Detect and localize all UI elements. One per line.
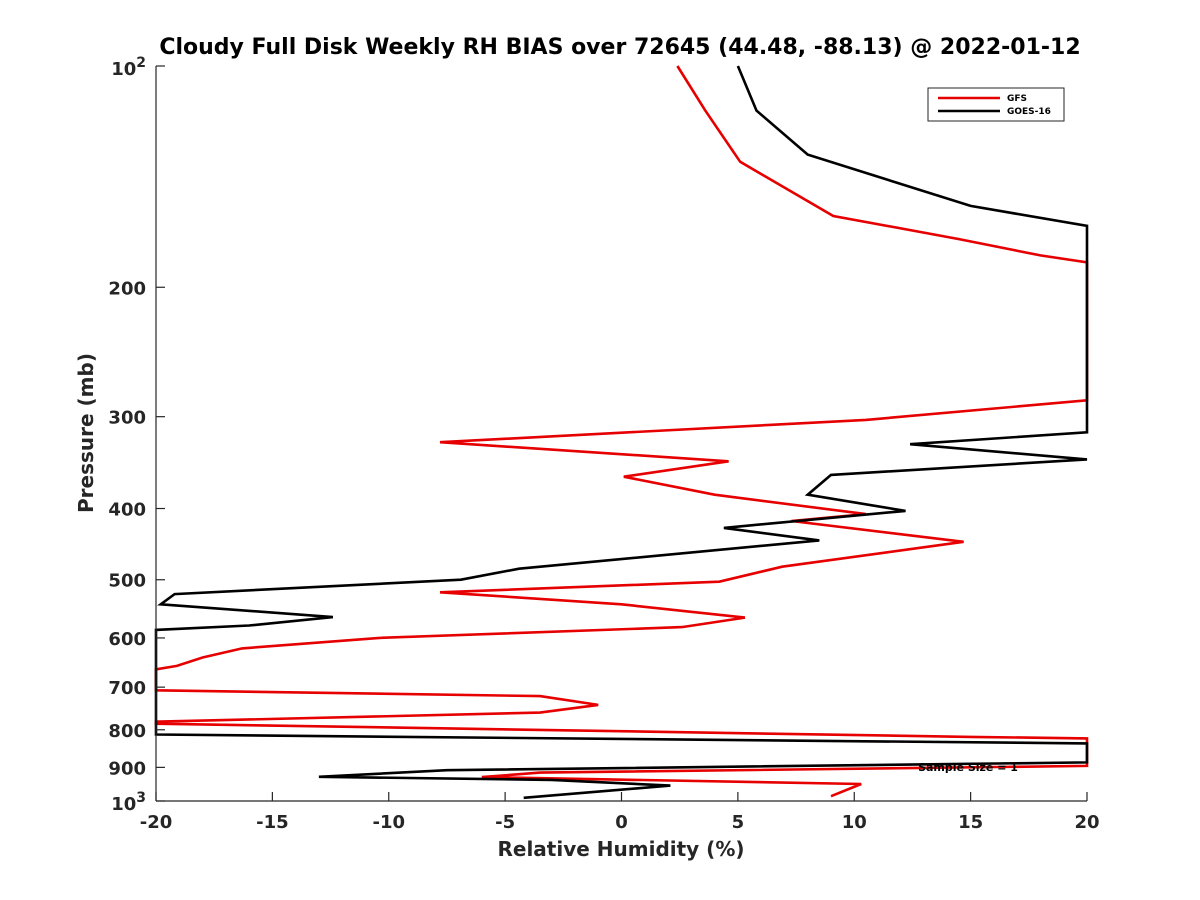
legend-label-goes16: GOES-16	[1007, 107, 1051, 117]
y-tick-label: 200	[108, 278, 146, 299]
x-tick-label: -10	[372, 812, 405, 833]
series-line-goes-16	[154, 65, 1089, 800]
sample-size-annotation: Sample Size = 1	[918, 761, 1018, 774]
legend: GFS GOES-16	[927, 87, 1065, 122]
x-tick-label: -5	[495, 812, 515, 833]
x-tick-label: -15	[256, 812, 289, 833]
x-ticks: -20 -15 -10 -5 0 5 10 15 20	[140, 792, 1100, 833]
y-tick-label: 300	[108, 408, 146, 429]
y-tick-label: 500	[108, 571, 146, 592]
y-tick-label: 900	[108, 758, 146, 779]
x-tick-label: -20	[140, 812, 173, 833]
x-tick-label: 5	[732, 812, 745, 833]
y-ticks: 102 200 300 400 500 600 700 800 900 103	[108, 55, 165, 815]
x-tick-label: 15	[958, 812, 983, 833]
legend-box	[927, 87, 1065, 122]
y-tick-label: 400	[108, 500, 146, 521]
series-line-gfs	[154, 65, 1089, 798]
y-tick-label: 700	[108, 678, 146, 699]
x-axis-label: Relative Humidity (%)	[497, 837, 744, 861]
y-tick-label: 102	[111, 55, 146, 80]
chart-title: Cloudy Full Disk Weekly RH BIAS over 726…	[159, 35, 1080, 60]
y-axis-label: Pressure (mb)	[74, 353, 98, 513]
y-tick-label: 800	[108, 721, 146, 742]
y-tick-label: 103	[111, 790, 146, 815]
x-tick-label: 20	[1074, 812, 1099, 833]
y-tick-label: 600	[108, 629, 146, 650]
series-layer	[154, 65, 1089, 800]
x-tick-label: 10	[842, 812, 867, 833]
legend-label-gfs: GFS	[1007, 94, 1027, 104]
x-tick-label: 0	[615, 812, 628, 833]
